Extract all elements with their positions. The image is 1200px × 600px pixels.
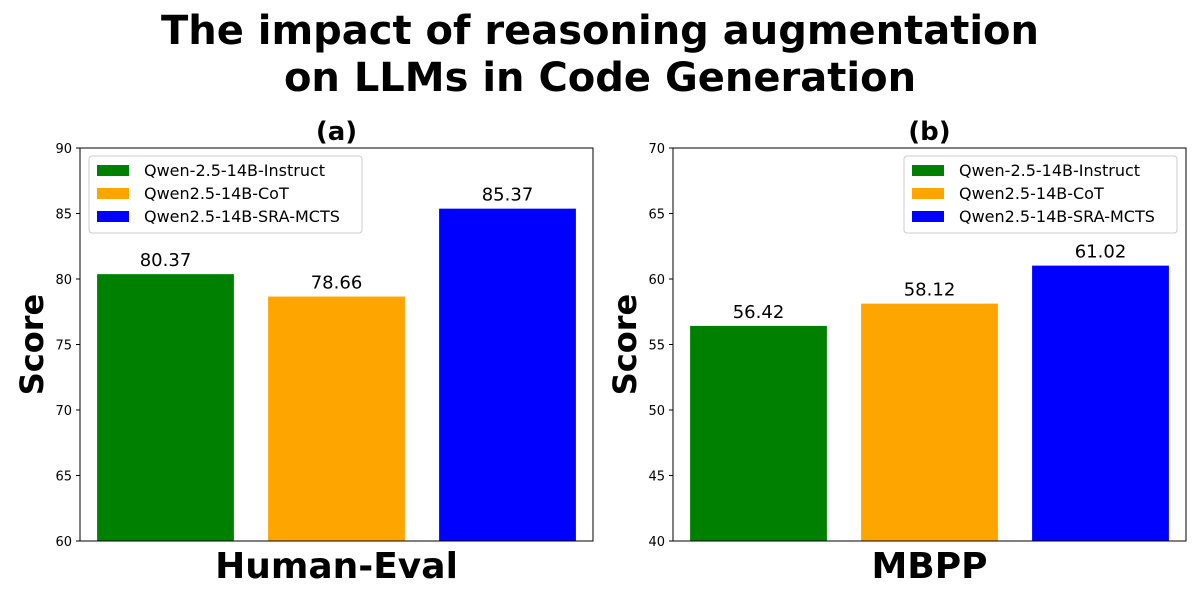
data-label: 61.02 [1075,242,1127,263]
legend-swatch [912,165,944,176]
bar [1032,265,1169,541]
subplot-title: (b) [908,117,950,147]
legend-label: Qwen-2.5-14B-Instruct [959,161,1140,180]
legend-swatch [912,188,944,199]
y-tick-label: 75 [55,339,72,354]
legend-box [903,155,1178,234]
data-label: 78.66 [311,273,363,294]
legend-swatch [912,211,944,222]
y-axis-label: Score [606,294,644,395]
y-tick-label: 40 [648,535,665,550]
legend-swatch [97,165,129,176]
legend-label: Qwen2.5-14B-SRA-MCTS [959,207,1155,226]
legend-label: Qwen-2.5-14B-Instruct [144,161,325,180]
legend-label: Qwen2.5-14B-CoT [959,184,1104,203]
legend-swatch [97,211,129,222]
panel-a: (a) 80.37 78.66 85.37 60 65 70 75 80 85 90 Score Hum… [13,117,594,587]
y-tick-label: 70 [55,404,72,419]
figure-title-line-2: on LLMs in Code Generation [284,55,916,101]
legend: Qwen-2.5-14B-Instruct Qwen2.5-14B-CoT Qwen… [88,155,363,234]
y-tick-label: 60 [648,273,665,288]
bar [97,274,234,541]
legend: Qwen-2.5-14B-Instruct Qwen2.5-14B-CoT Qwen… [903,155,1178,234]
x-axis-label: Human-Eval [215,546,458,587]
data-label: 80.37 [140,250,192,271]
legend-label: Qwen2.5-14B-SRA-MCTS [144,207,340,226]
bar [861,303,998,541]
legend-label: Qwen2.5-14B-CoT [144,184,289,203]
bar [690,325,827,541]
panel-b: (b) 56.42 58.12 61.02 40 45 50 55 60 65 70 Score MBP… [606,117,1187,587]
y-tick-label: 55 [648,339,665,354]
y-tick-label: 90 [55,142,72,157]
data-label: 85.37 [482,185,534,206]
bar [268,296,405,541]
y-tick-label: 65 [55,470,72,485]
legend-swatch [97,188,129,199]
data-label: 58.12 [904,280,956,301]
subplot-title: (a) [316,117,357,147]
legend-box [88,155,363,234]
y-tick-label: 45 [648,470,665,485]
bar [439,208,576,541]
figure-title-line-1: The impact of reasoning augmentation [161,8,1039,54]
y-tick-label: 60 [55,535,72,550]
y-tick-label: 85 [55,208,72,223]
y-tick-label: 80 [55,273,72,288]
y-tick-label: 65 [648,208,665,223]
y-axis-label: Score [13,294,51,395]
y-tick-label: 70 [648,142,665,157]
x-axis-label: MBPP [871,546,987,587]
data-label: 56.42 [733,302,785,323]
y-tick-label: 50 [648,404,665,419]
